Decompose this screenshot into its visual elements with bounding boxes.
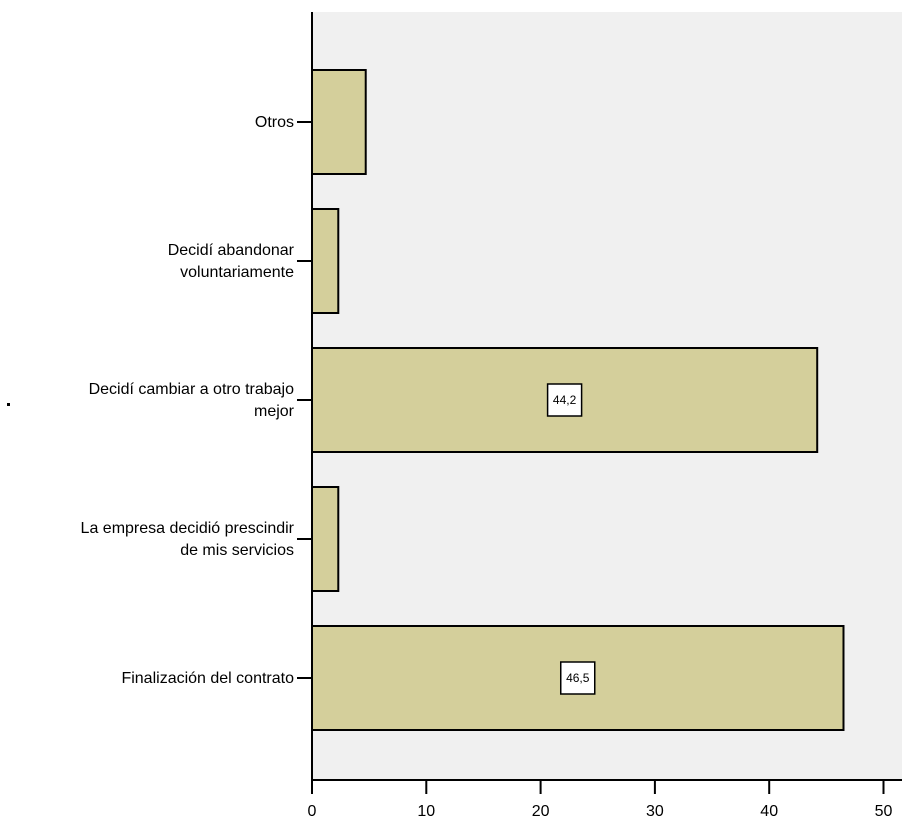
data-label-box bbox=[546, 383, 583, 417]
category-label: Otros bbox=[255, 114, 294, 131]
bar bbox=[311, 625, 845, 731]
x-tick-label: 30 bbox=[646, 803, 664, 820]
x-axis: 0 10 20 30 40 50 bbox=[308, 780, 893, 820]
data-label-box bbox=[559, 661, 596, 695]
category-labels-group: Otros Decidí abandonar voluntariamente Deci… bbox=[81, 114, 312, 687]
x-tick-label: 0 bbox=[308, 803, 317, 820]
category-label: Finalización del contrato bbox=[121, 670, 294, 687]
category-label: mejor bbox=[254, 403, 295, 420]
bars-group: 44,2 46,5 bbox=[311, 69, 845, 731]
x-tick-label: 20 bbox=[532, 803, 550, 820]
category-label: La empresa decidió prescindir bbox=[81, 520, 295, 537]
x-tick-label: 40 bbox=[760, 803, 778, 820]
bar bbox=[311, 208, 340, 314]
category-label: voluntariamente bbox=[180, 264, 294, 281]
bar bbox=[311, 69, 367, 175]
bar bbox=[311, 486, 340, 592]
category-label: Decidí abandonar bbox=[168, 242, 295, 259]
category-label: Decidí cambiar a otro trabajo bbox=[89, 381, 295, 398]
x-tick-label: 10 bbox=[417, 803, 435, 820]
x-tick-label: 50 bbox=[875, 803, 893, 820]
data-label: 44,2 bbox=[553, 393, 577, 407]
stray-dot bbox=[7, 403, 10, 406]
data-label: 46,5 bbox=[566, 671, 590, 685]
category-label: de mis servicios bbox=[180, 542, 294, 559]
